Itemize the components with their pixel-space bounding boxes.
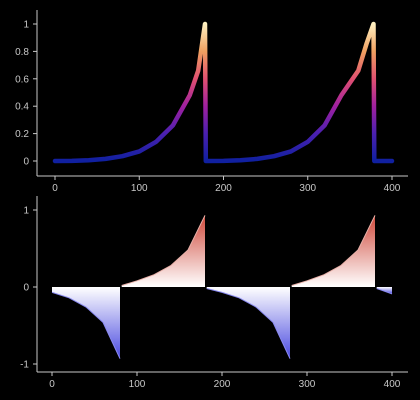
x-tick-label: 100 — [131, 183, 148, 194]
y-tick-label: -1 — [20, 360, 29, 371]
y-tick-label: 1 — [23, 20, 29, 31]
x-tick-label: 200 — [215, 183, 232, 194]
y-tick-label: 0.8 — [15, 47, 29, 58]
series-line — [376, 288, 393, 295]
top-chart: 0 0.2 0.4 0.6 0.8 1 0 100 200 300 400 — [15, 10, 408, 194]
y-tick-label: 0.6 — [15, 74, 29, 85]
x-tick-label: 300 — [299, 379, 316, 390]
series-line — [206, 288, 291, 359]
x-tick-label: 200 — [214, 379, 231, 390]
negative-area — [206, 287, 290, 359]
positive-area — [291, 215, 375, 287]
series-line — [291, 215, 376, 286]
y-tick-label: 0 — [23, 283, 29, 294]
x-tick-label: 0 — [49, 379, 55, 390]
negative-area — [52, 287, 120, 359]
x-tick-label: 400 — [384, 183, 401, 194]
x-tick-label: 100 — [129, 379, 146, 390]
y-tick-label: 0.2 — [15, 129, 29, 140]
y-tick-label: 1 — [23, 206, 29, 217]
series-line — [52, 21, 395, 164]
x-tick-label: 400 — [384, 379, 401, 390]
y-tick-label: 0.4 — [15, 102, 29, 113]
positive-area — [121, 215, 205, 287]
series-line — [121, 215, 206, 286]
bottom-chart: -1 0 1 0 100 200 300 400 — [20, 196, 408, 390]
y-tick-label: 0 — [23, 157, 29, 168]
series-line — [51, 291, 121, 359]
x-tick-label: 0 — [52, 183, 58, 194]
x-tick-label: 300 — [299, 183, 316, 194]
